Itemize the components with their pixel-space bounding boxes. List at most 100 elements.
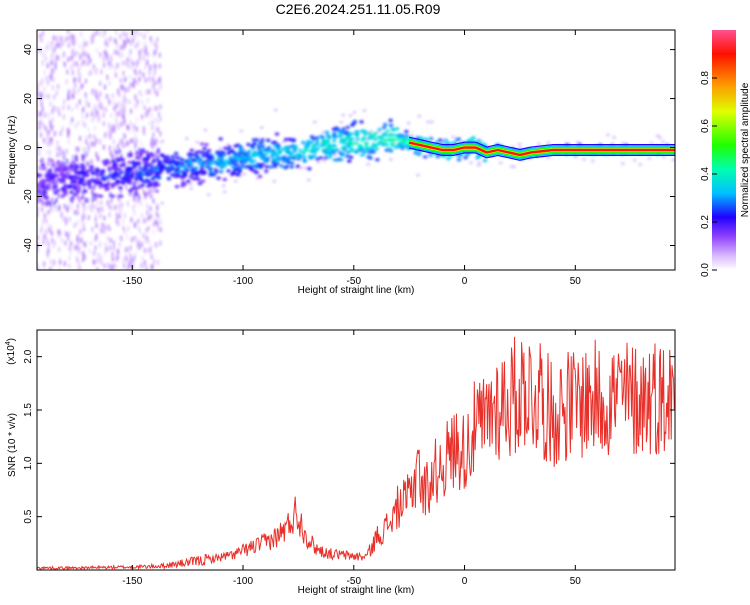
- x-tick-label: 50: [570, 576, 582, 587]
- spectral-point: [203, 128, 208, 132]
- spectral-point: [109, 113, 113, 119]
- spectral-point: [284, 164, 290, 169]
- spectral-point: [281, 155, 287, 160]
- spectral-point: [129, 49, 132, 55]
- spectral-point: [85, 52, 88, 58]
- spectral-point: [68, 168, 73, 172]
- spectral-point: [103, 263, 106, 269]
- spectral-point: [76, 193, 79, 199]
- spectral-point: [120, 181, 126, 185]
- spectral-point: [93, 194, 99, 198]
- spectral-point: [149, 213, 152, 219]
- spectral-point: [37, 198, 39, 204]
- spectral-point: [65, 190, 68, 196]
- spectral-point: [135, 126, 138, 132]
- spectral-point: [268, 165, 274, 169]
- spectral-point: [222, 190, 227, 194]
- spectral-point: [218, 137, 224, 141]
- spectral-point: [140, 99, 144, 105]
- spectral-point: [41, 106, 44, 112]
- spectral-point: [81, 191, 85, 197]
- spectral-point: [96, 154, 99, 160]
- spectral-point: [229, 149, 235, 153]
- spectral-point: [91, 171, 96, 176]
- spectral-point: [81, 174, 87, 178]
- spectral-point: [114, 156, 118, 162]
- spectral-point: [60, 194, 65, 199]
- spectral-point: [52, 242, 55, 248]
- spectral-point: [98, 98, 101, 104]
- spectral-point: [156, 127, 160, 133]
- spectral-point: [156, 156, 159, 162]
- spectral-point: [264, 164, 270, 169]
- spectral-point: [133, 196, 137, 202]
- spectral-point: [73, 83, 77, 89]
- spectral-point: [121, 60, 124, 66]
- spectral-point: [81, 166, 87, 170]
- snr-scale-close: ): [6, 338, 17, 341]
- spectral-point: [390, 127, 395, 132]
- spectral-point: [89, 240, 93, 246]
- spectral-point: [353, 141, 359, 146]
- spectral-point: [52, 259, 56, 265]
- spectral-point: [67, 203, 70, 209]
- spectral-point: [137, 166, 143, 171]
- spectral-point: [350, 123, 355, 127]
- spectral-point: [388, 133, 394, 137]
- spectral-point: [152, 83, 155, 89]
- spectral-point: [135, 62, 139, 68]
- spectral-point: [155, 45, 158, 51]
- spectral-point: [206, 193, 211, 197]
- spectral-point: [100, 105, 104, 111]
- spectral-point: [157, 78, 160, 84]
- spectral-point: [53, 201, 56, 207]
- spectral-point: [144, 192, 147, 198]
- spectral-point: [318, 143, 324, 148]
- spectral-point: [119, 235, 122, 241]
- spectral-point: [66, 232, 70, 238]
- spectral-point: [153, 258, 156, 264]
- spectral-point: [186, 179, 191, 184]
- spectral-point: [63, 51, 66, 57]
- spectral-point: [134, 96, 137, 102]
- spectral-point: [67, 185, 73, 189]
- spectral-point: [85, 96, 88, 102]
- spectral-point: [132, 82, 136, 88]
- spectral-point: [310, 148, 316, 153]
- spectral-point: [120, 202, 124, 208]
- spectral-point: [95, 171, 98, 177]
- spectral-point: [127, 226, 130, 232]
- spectral-point: [156, 119, 159, 125]
- spectral-point: [96, 257, 100, 263]
- spectral-point: [124, 39, 128, 45]
- spectral-point: [129, 245, 132, 251]
- spectral-point: [43, 56, 46, 62]
- spectral-point: [328, 151, 333, 155]
- spectral-point: [116, 122, 119, 128]
- spectral-point: [38, 125, 41, 131]
- spectral-point: [138, 50, 141, 56]
- spectral-point: [50, 60, 54, 66]
- spectral-point: [638, 162, 643, 167]
- spectral-point: [251, 138, 257, 142]
- spectral-point: [198, 157, 203, 162]
- y-tick-label: 0: [23, 144, 34, 150]
- spectral-point: [110, 205, 113, 211]
- spectral-point: [112, 162, 118, 167]
- spectral-point: [159, 131, 162, 137]
- spectral-point: [269, 154, 275, 158]
- spectral-point: [286, 145, 292, 149]
- spectral-point: [40, 119, 43, 125]
- spectral-point: [77, 265, 80, 270]
- spectral-point: [49, 176, 55, 180]
- spectral-point: [88, 70, 91, 76]
- spectral-point: [97, 252, 100, 258]
- spectral-point: [48, 142, 52, 148]
- spectral-point: [219, 164, 225, 168]
- spectral-point: [50, 237, 54, 243]
- y-tick-label: -40: [23, 238, 34, 253]
- spectral-point: [138, 163, 141, 169]
- spectral-point: [48, 149, 52, 155]
- spectral-point: [82, 42, 86, 48]
- spectral-point: [137, 40, 140, 46]
